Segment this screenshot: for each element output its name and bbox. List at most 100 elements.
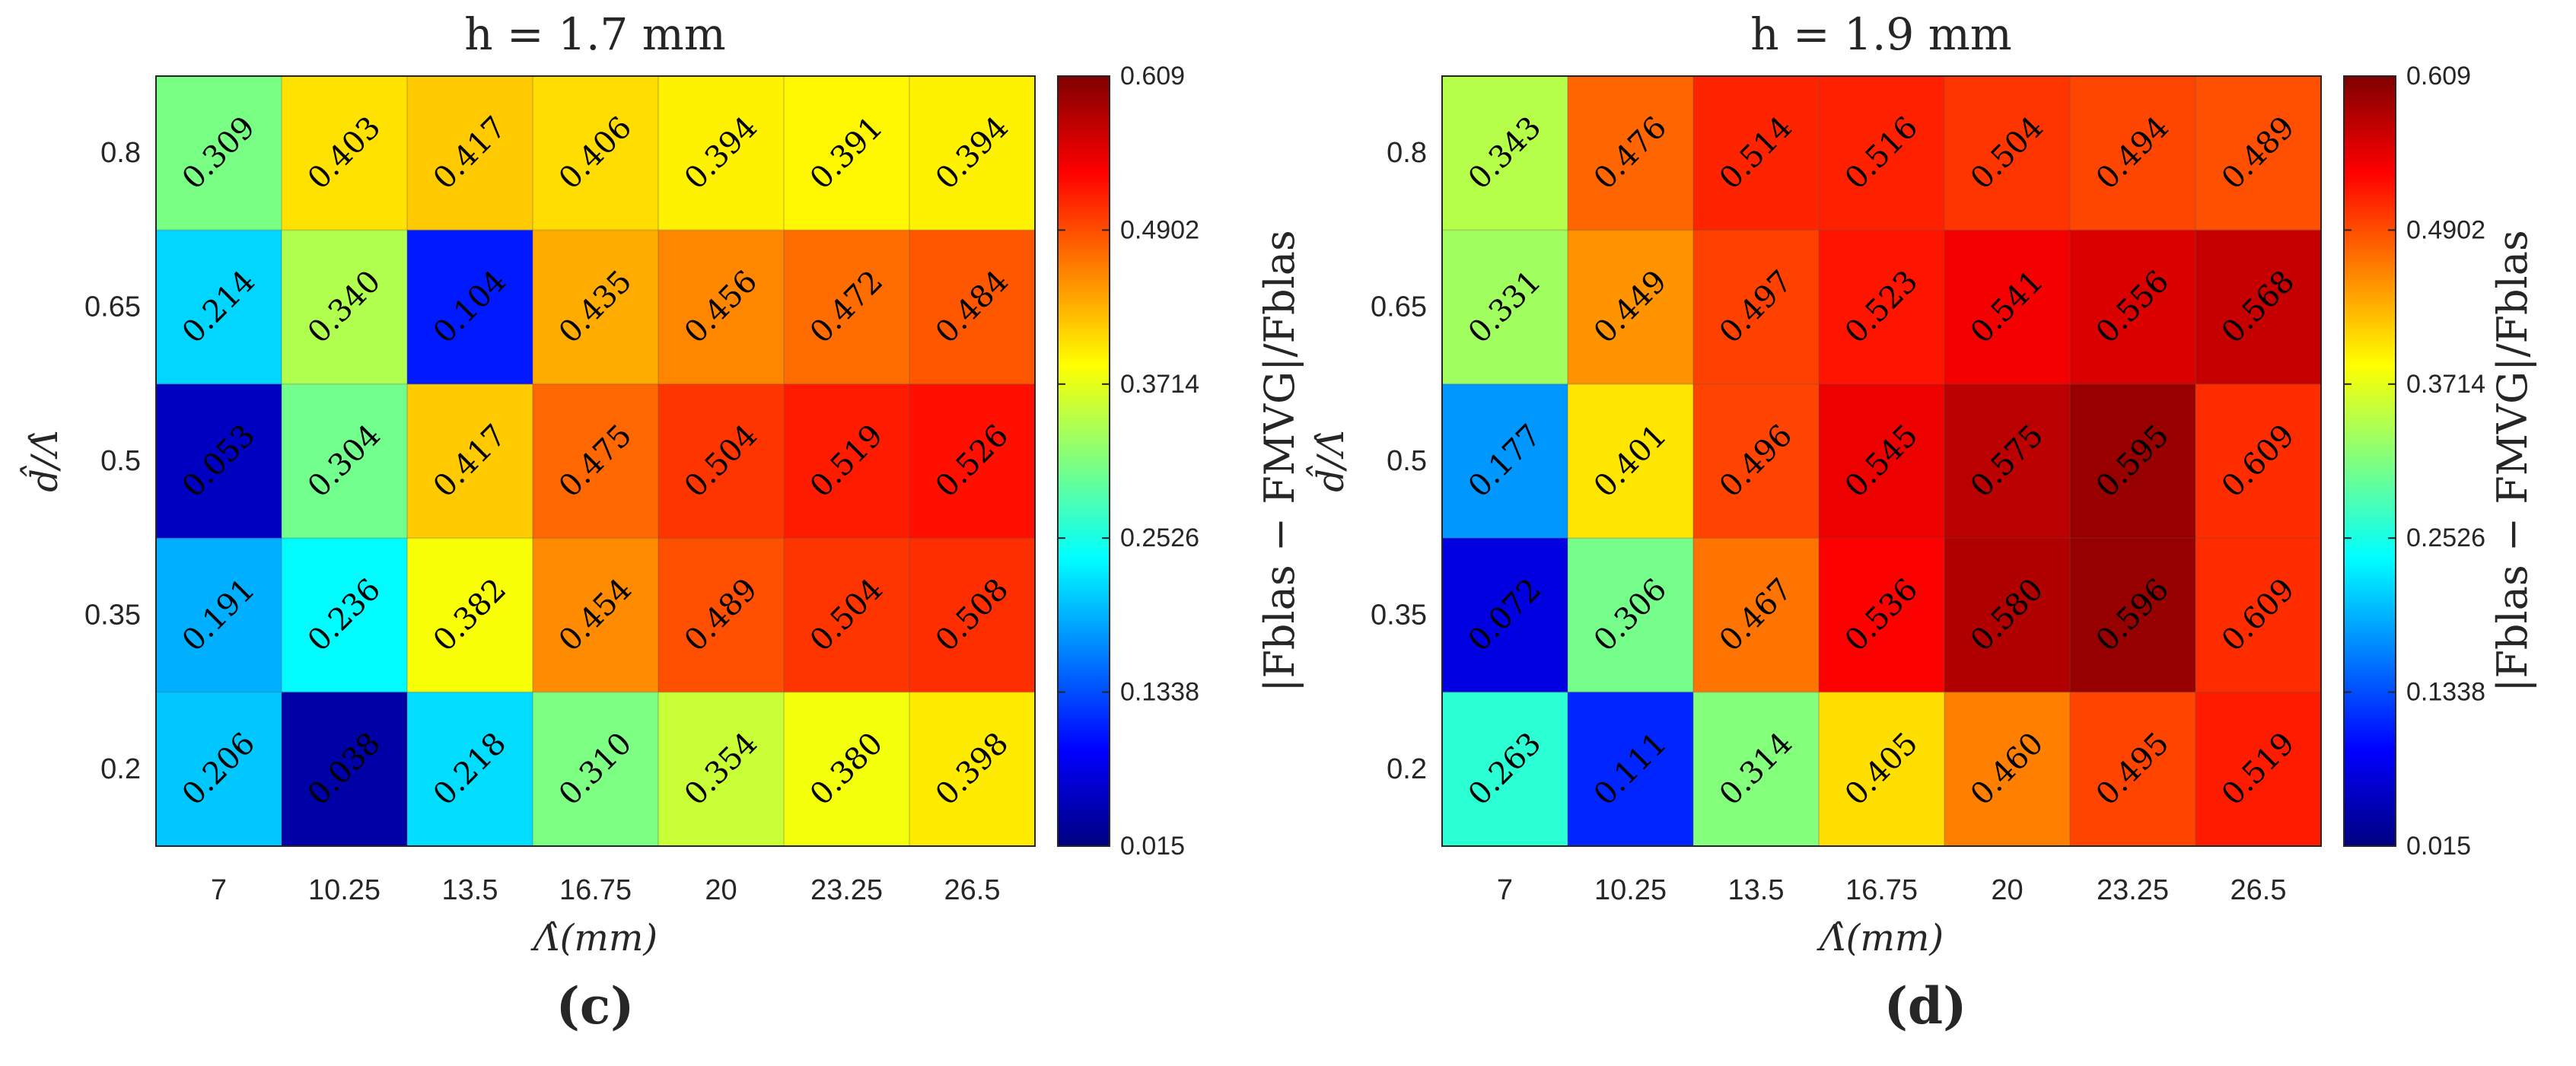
y-axis-label: d̂/Λ̂ <box>20 430 66 492</box>
heatmap-cell <box>1568 76 1694 231</box>
heatmap-cell <box>156 692 282 847</box>
colorbar-tick-label: 0.3714 <box>2406 370 2485 399</box>
y-tick-label: 0.8 <box>1387 137 1427 169</box>
heatmap-cell <box>2070 383 2196 539</box>
x-tick-label: 20 <box>705 874 737 906</box>
heatmap-cell <box>784 538 910 693</box>
colorbar-tick-label: 0.609 <box>2406 62 2471 91</box>
colorbar-tick-label: 0.609 <box>1120 62 1185 91</box>
heatmap-cell <box>1944 538 2071 693</box>
heatmap-cell <box>2195 538 2322 693</box>
heatmap-cell <box>407 383 533 539</box>
heatmap-cell <box>1442 230 1568 385</box>
y-tick-label: 0.65 <box>84 291 141 323</box>
heatmap-cell <box>784 76 910 231</box>
y-tick-label: 0.8 <box>100 137 141 169</box>
x-tick-label: 23.25 <box>810 874 883 906</box>
heatmap-cell <box>658 538 785 693</box>
heatmap-cell <box>1693 538 1820 693</box>
heatmap-cell <box>1693 76 1820 231</box>
heatmap-cell <box>1442 538 1568 693</box>
colorbar-tick-label: 0.4902 <box>2406 215 2485 244</box>
colorbar-label: |Fblas − FMVG|/Fblas <box>1256 230 1304 692</box>
colorbar-tick-label: 0.4902 <box>1120 215 1199 244</box>
colorbar-tick-label: 0.015 <box>1120 832 1185 861</box>
heatmap-cell <box>909 383 1036 539</box>
heatmap-cell <box>1568 383 1694 539</box>
heatmap-cell <box>1944 692 2071 847</box>
heatmap-cell <box>282 230 408 385</box>
colorbar <box>1058 76 1110 846</box>
heatmap-cell <box>282 538 408 693</box>
panel-label: (d) <box>1884 976 1967 1036</box>
y-axis-label: d̂/Λ̂ <box>1306 430 1352 492</box>
heatmap-cell <box>2070 692 2196 847</box>
heatmap-cell <box>282 383 408 539</box>
heatmap-cell <box>156 383 282 539</box>
heatmap-cell <box>658 76 785 231</box>
panel-label: (c) <box>556 976 635 1036</box>
y-tick-label: 0.35 <box>1371 599 1427 631</box>
heatmap-cell <box>533 230 659 385</box>
heatmap-cell <box>1568 230 1694 385</box>
x-tick-label: 10.25 <box>308 874 381 906</box>
x-tick-label: 16.75 <box>559 874 632 906</box>
colorbar-tick-label: 0.1338 <box>2406 678 2485 707</box>
heatmap-cell <box>658 383 785 539</box>
heatmap-cell <box>156 76 282 231</box>
x-axis-label: Λ̂(mm) <box>1817 917 1944 959</box>
chart-title: h = 1.9 mm <box>1750 8 2012 60</box>
x-tick-label: 16.75 <box>1845 874 1918 906</box>
x-tick-label: 26.5 <box>944 874 1001 906</box>
colorbar-tick-label: 0.1338 <box>1120 678 1199 707</box>
x-tick-label: 7 <box>1497 874 1513 906</box>
x-tick-label: 10.25 <box>1594 874 1667 906</box>
heatmap-cell <box>2070 538 2196 693</box>
axes-frame <box>1441 75 2322 847</box>
heatmap-cell <box>407 692 533 847</box>
heatmap-cell <box>533 692 659 847</box>
colorbar-tick-label: 0.2526 <box>2406 523 2485 552</box>
heatmap-cell <box>1693 692 1820 847</box>
heatmap-cell <box>909 538 1036 693</box>
y-tick-label: 0.2 <box>1387 753 1427 785</box>
heatmap-cell <box>156 230 282 385</box>
heatmap-cell <box>1568 692 1694 847</box>
colorbar-label: |Fblas − FMVG|/Fblas <box>2488 230 2536 692</box>
heatmap-cell <box>1944 230 2071 385</box>
colorbar-frame <box>2343 75 2396 847</box>
y-tick-label: 0.5 <box>1387 445 1427 477</box>
x-tick-label: 13.5 <box>1728 874 1785 906</box>
heatmap-cell <box>407 76 533 231</box>
heatmap-cell <box>909 76 1036 231</box>
heatmap-cell <box>784 383 910 539</box>
heatmap-cell <box>2070 76 2196 231</box>
axes-frame <box>155 75 1036 847</box>
y-tick-label: 0.65 <box>1371 291 1427 323</box>
heatmap-cell <box>1819 383 1945 539</box>
heatmap-panel-1: 0.309 0.403 0.417 0.406 0.394 0.391 0.3940.214… <box>20 8 1304 1036</box>
x-tick-label: 13.5 <box>442 874 498 906</box>
heatmap-cell <box>2195 692 2322 847</box>
colorbar <box>2344 76 2396 846</box>
heatmap-cell <box>1819 230 1945 385</box>
heatmap-cell <box>1819 76 1945 231</box>
x-axis-label: Λ̂(mm) <box>530 917 658 959</box>
heatmap-cell <box>909 230 1036 385</box>
heatmap-cell <box>2195 383 2322 539</box>
x-tick-label: 26.5 <box>2231 874 2287 906</box>
x-tick-label: 23.25 <box>2097 874 2169 906</box>
heatmap-cell <box>533 76 659 231</box>
x-tick-label: 20 <box>1991 874 2023 906</box>
heatmap-cell <box>1442 383 1568 539</box>
y-tick-label: 0.2 <box>100 753 141 785</box>
x-tick-label: 7 <box>211 874 227 906</box>
heatmap-cell <box>2070 230 2196 385</box>
heatmap-cell <box>658 230 785 385</box>
heatmap-cell <box>533 538 659 693</box>
heatmap-cell <box>1819 692 1945 847</box>
colorbar-tick-label: 0.2526 <box>1120 523 1199 552</box>
heatmap-cell <box>533 383 659 539</box>
